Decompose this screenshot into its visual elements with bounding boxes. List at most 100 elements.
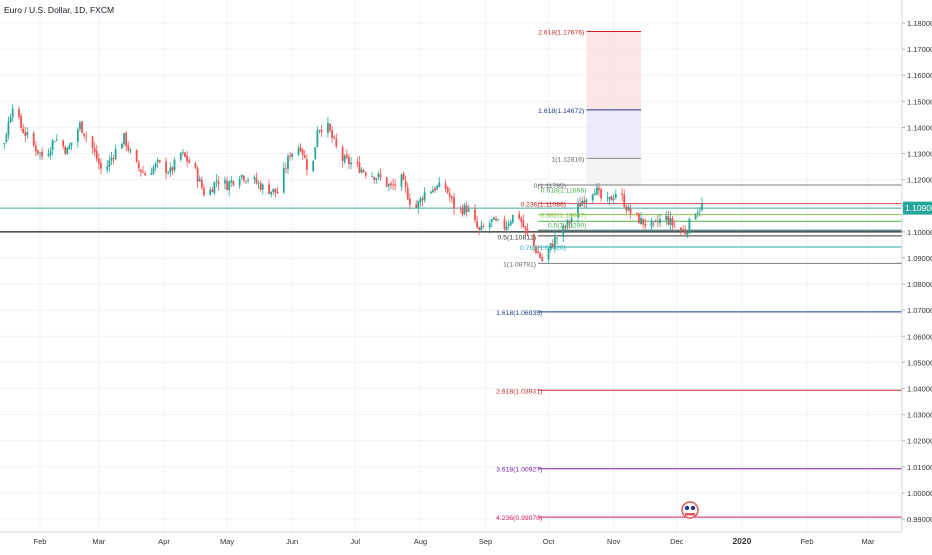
y-tick-label-4: 1.03000 (907, 411, 932, 420)
candle-231 (652, 220, 655, 228)
candle-body (356, 161, 359, 164)
candle-233 (656, 215, 659, 227)
candle-46 (108, 155, 111, 173)
candle-body (47, 154, 50, 156)
extension-zone-0 (586, 31, 642, 110)
candle-body (85, 135, 88, 137)
candle-body (385, 177, 388, 187)
candle-61 (152, 164, 155, 176)
candle-148 (406, 182, 409, 201)
fib-label-12: 2.618(1.03931) (496, 388, 542, 395)
candle-167 (463, 203, 466, 216)
candle-body (526, 229, 529, 234)
candle-body (186, 155, 189, 162)
candle-125 (341, 145, 344, 167)
candle-body (581, 200, 584, 206)
candle-body (68, 145, 71, 149)
candle-body (600, 189, 603, 199)
candle-body (194, 163, 197, 168)
candle-body (364, 172, 367, 176)
candle-166 (461, 204, 464, 217)
candle-body (123, 133, 125, 145)
candle-206 (579, 197, 581, 207)
current-price-tag: 1.10908 (903, 201, 932, 215)
candle-body (623, 194, 626, 207)
candle-body (423, 192, 426, 201)
candle-body (511, 214, 514, 223)
candle-232 (654, 219, 657, 223)
candle-body (108, 160, 111, 167)
candle-body (682, 229, 684, 231)
candle-body (509, 221, 512, 225)
candle-224 (629, 204, 632, 219)
candle-body (436, 185, 439, 190)
candle-body (610, 196, 613, 201)
candle-71 (182, 148, 184, 156)
candle-48 (112, 154, 115, 165)
candle-body (11, 108, 14, 118)
candle-34 (70, 142, 73, 151)
candle-body (299, 147, 302, 151)
x-tick-label-7: Sep (479, 537, 492, 546)
candle-168 (465, 201, 468, 217)
candle-93 (245, 180, 247, 184)
candle-181 (505, 221, 508, 234)
y-tick-label-17: 1.16000 (907, 71, 932, 80)
candle-body (327, 122, 329, 133)
candle-body (158, 160, 161, 163)
candle-95 (253, 174, 256, 185)
candle-body (32, 133, 35, 146)
candle-128 (348, 153, 350, 170)
candle-192 (537, 245, 539, 254)
candle-body (343, 155, 346, 163)
candle-28 (53, 140, 56, 143)
candle-24 (41, 147, 44, 160)
candle-body (70, 142, 73, 146)
candle-body (121, 144, 123, 149)
candle-142 (390, 181, 392, 190)
candle-191 (535, 245, 537, 255)
candle-114 (305, 154, 308, 176)
candle-91 (240, 174, 243, 181)
candle-21 (34, 140, 37, 157)
candle-169 (467, 204, 470, 213)
candle-body (537, 251, 539, 254)
candle-body (671, 218, 674, 226)
candle-72 (184, 152, 186, 158)
candle-190 (532, 233, 535, 252)
candle-body (371, 176, 373, 177)
candle-20 (32, 131, 35, 148)
candle-body (606, 197, 609, 199)
candle-body (41, 151, 44, 157)
candle-205 (577, 198, 579, 223)
candle-53 (127, 141, 130, 153)
candle-159 (438, 177, 441, 188)
candle-32 (66, 146, 69, 155)
candle-body (314, 146, 317, 160)
candle-197 (551, 239, 554, 248)
y-tick-label-15: 1.14000 (907, 123, 932, 132)
candle-body (696, 212, 699, 215)
candle-body (135, 149, 138, 162)
candle-body (259, 183, 262, 190)
candle-75 (194, 161, 197, 170)
y-tick-label-3: 1.02000 (907, 437, 932, 446)
candle-body (629, 208, 632, 214)
time-axis[interactable]: Feb Mar Apr May Jun Jul Aug Sep Oct Nov Dec 2020 Feb… (34, 536, 875, 546)
candle-50 (121, 142, 123, 149)
candle-30 (62, 138, 65, 150)
candle-220 (621, 187, 624, 202)
candle-body (659, 219, 661, 224)
candle-196 (549, 242, 552, 253)
fib-label-11: 1.618(1.06935) (496, 310, 542, 317)
candle-216 (608, 196, 611, 206)
candle-body (684, 230, 687, 235)
candle-26 (49, 146, 52, 160)
candle-10 (3, 142, 6, 150)
candle-body (329, 123, 331, 131)
candle-124 (335, 133, 338, 149)
candle-body (518, 213, 521, 219)
x-tick-label-2: Apr (158, 537, 170, 546)
